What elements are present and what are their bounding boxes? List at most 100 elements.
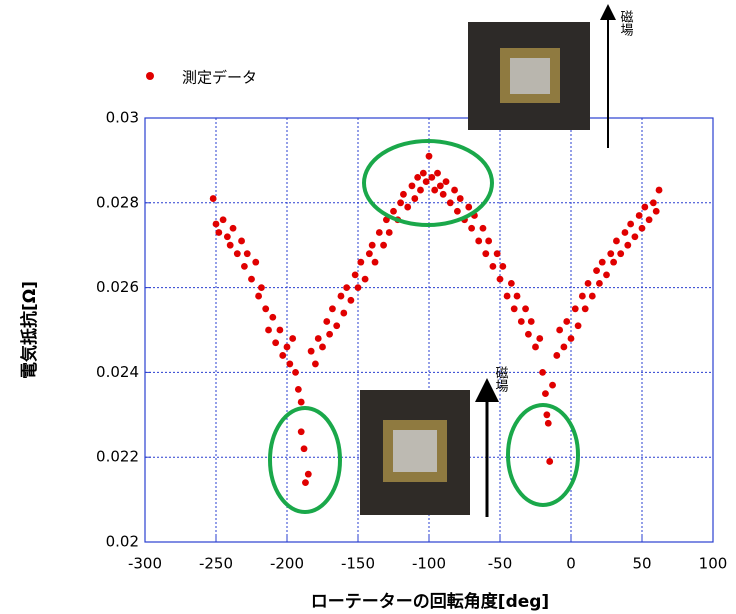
point — [355, 284, 362, 291]
point — [376, 229, 383, 236]
point — [390, 208, 397, 215]
photo — [468, 22, 590, 130]
point — [326, 331, 333, 338]
point — [457, 195, 464, 202]
point — [210, 195, 217, 202]
point — [607, 250, 614, 257]
x-tick-label: 50 — [632, 555, 651, 573]
point — [451, 187, 458, 194]
highlight-ellipse — [270, 408, 340, 512]
x-tick-label: 0 — [566, 555, 576, 573]
point — [352, 271, 359, 278]
point — [262, 305, 269, 312]
point — [465, 204, 472, 211]
point — [593, 267, 600, 274]
point — [329, 305, 336, 312]
x-tick-label: -100 — [412, 555, 446, 573]
point — [443, 178, 450, 185]
point — [617, 250, 624, 257]
point — [522, 305, 529, 312]
point — [504, 293, 511, 300]
point — [610, 259, 617, 266]
point — [323, 318, 330, 325]
point — [572, 305, 579, 312]
point — [434, 170, 441, 177]
point — [213, 221, 220, 228]
point — [238, 238, 245, 245]
point — [641, 204, 648, 211]
point — [423, 178, 430, 185]
annotation: 磁場 — [493, 366, 509, 392]
point — [454, 208, 461, 215]
point — [292, 369, 299, 376]
point — [272, 339, 279, 346]
point — [627, 221, 634, 228]
point — [315, 335, 322, 342]
x-tick-label: -150 — [341, 555, 375, 573]
point — [542, 390, 549, 397]
point — [343, 284, 350, 291]
point — [511, 305, 518, 312]
point — [636, 212, 643, 219]
point — [622, 229, 629, 236]
point — [518, 318, 525, 325]
point — [372, 259, 379, 266]
point — [653, 208, 660, 215]
point — [656, 187, 663, 194]
point — [305, 471, 312, 478]
point — [447, 199, 454, 206]
point — [440, 191, 447, 198]
point — [248, 276, 255, 283]
point — [258, 284, 265, 291]
point — [568, 335, 575, 342]
point — [543, 411, 550, 418]
point — [340, 310, 347, 317]
point — [536, 335, 543, 342]
point — [528, 318, 535, 325]
x-tick-label: -50 — [488, 555, 513, 573]
point — [545, 420, 552, 427]
point — [362, 276, 369, 283]
x-tick-label: 100 — [699, 555, 728, 573]
point — [613, 238, 620, 245]
point — [482, 250, 489, 257]
y-tick-label: 0.03 — [106, 109, 139, 127]
x-tick-label: -200 — [270, 555, 304, 573]
point — [409, 182, 416, 189]
point — [646, 216, 653, 223]
highlight-ellipse — [508, 405, 578, 505]
point — [563, 318, 570, 325]
point — [411, 195, 418, 202]
point — [301, 445, 308, 452]
annotation: 磁場 — [618, 10, 634, 36]
point — [234, 250, 241, 257]
point — [386, 229, 393, 236]
point — [215, 229, 222, 236]
y-tick-label: 0.022 — [96, 448, 139, 466]
point — [265, 327, 272, 334]
point — [499, 263, 506, 270]
point — [400, 191, 407, 198]
point — [397, 199, 404, 206]
point — [312, 361, 319, 368]
point — [420, 170, 427, 177]
point — [589, 293, 596, 300]
point — [338, 293, 345, 300]
point — [333, 322, 340, 329]
point — [220, 216, 227, 223]
point — [426, 153, 433, 160]
point — [585, 280, 592, 287]
point — [599, 259, 606, 266]
point — [298, 428, 305, 435]
point — [369, 242, 376, 249]
point — [230, 225, 237, 232]
y-axis-title: 電気抵抗[Ω] — [19, 281, 40, 379]
point — [582, 305, 589, 312]
point — [298, 399, 305, 406]
point — [579, 293, 586, 300]
point — [553, 352, 560, 359]
point — [241, 263, 248, 270]
point — [227, 242, 234, 249]
point — [431, 187, 438, 194]
point — [639, 225, 646, 232]
